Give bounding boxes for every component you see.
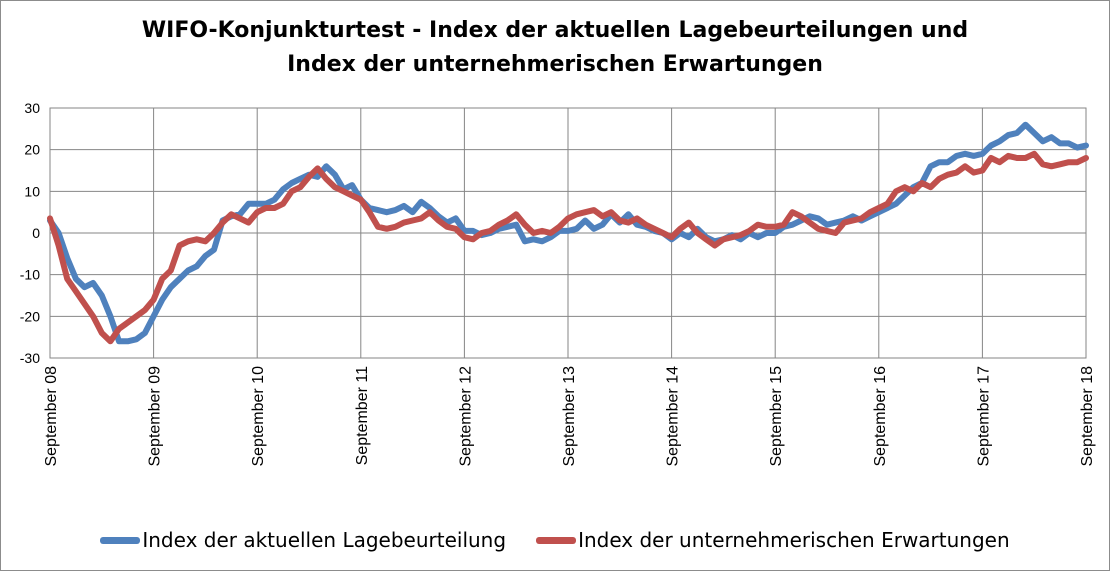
chart-legend: Index der aktuellen Lagebeurteilung Inde…: [0, 524, 1110, 556]
x-tick-label-7: September 15: [768, 366, 785, 467]
y-tick-label-1: -20: [20, 308, 40, 324]
series-line-1: [47, 150, 1089, 345]
y-tick-label-3: 0: [32, 225, 40, 241]
legend-label-erwartungen: Index der unternehmerischen Erwartungen: [578, 528, 1010, 552]
y-tick-label-5: 20: [24, 142, 40, 158]
chart-title: WIFO-Konjunkturtest - Index der aktuelle…: [0, 14, 1110, 82]
legend-item-lage: Index der aktuellen Lagebeurteilung: [100, 528, 506, 552]
y-tick-label-2: -10: [20, 267, 40, 283]
legend-label-lage: Index der aktuellen Lagebeurteilung: [142, 528, 507, 552]
x-tick-label-6: September 14: [665, 366, 682, 467]
y-tick-label-4: 10: [24, 183, 40, 199]
plot-area-border: [49, 107, 1087, 359]
y-tick-label-6: 30: [24, 100, 40, 116]
chart-title-line-1: WIFO-Konjunkturtest - Index der aktuelle…: [141, 18, 969, 43]
y-tick-label-0: -30: [20, 350, 40, 366]
x-tick-label-3: September 11: [354, 366, 371, 465]
legend-item-erwartungen: Index der unternehmerischen Erwartungen: [536, 528, 1010, 552]
x-tick-label-8: September 16: [872, 366, 889, 467]
x-tick-label-5: September 13: [561, 366, 578, 467]
series-layer: [47, 121, 1089, 345]
x-tick-label-4: September 12: [457, 366, 474, 467]
x-tick-label-9: September 17: [975, 366, 992, 467]
x-tick-label-2: September 10: [250, 366, 267, 467]
x-axis-ticks: September 08 September 09 September 10 Sept…: [43, 366, 1096, 467]
legend-swatch-blue: [100, 536, 141, 544]
y-axis-ticks: -30 -20 -10 0 10 20 30: [20, 100, 40, 366]
x-tick-label-0: September 08: [43, 366, 60, 467]
x-tick-label-10: September 18: [1079, 366, 1096, 467]
legend-swatch-red: [536, 536, 577, 544]
x-tick-label-1: September 09: [147, 366, 164, 467]
chart-title-line-2: Index der unternehmerischen Erwartungen: [287, 52, 823, 77]
